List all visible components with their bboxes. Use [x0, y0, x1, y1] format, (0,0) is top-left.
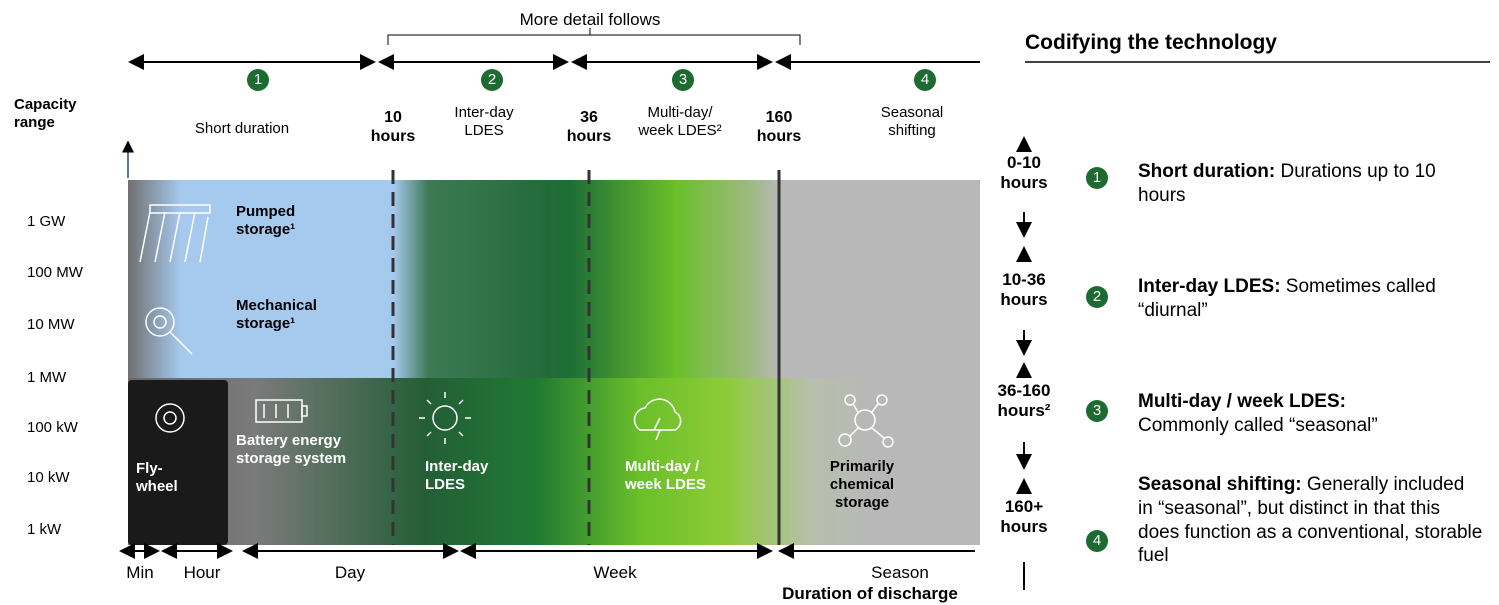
- item-number: 3: [1086, 400, 1108, 422]
- item-term: Inter-day LDES:: [1138, 276, 1281, 297]
- panel-title: Codifying the technology: [1025, 31, 1277, 54]
- phase-label: Short duration: [194, 120, 290, 137]
- phase-label: Inter-day LDES: [454, 104, 514, 139]
- item-description: Sometimes called “diurnal”: [1138, 276, 1436, 321]
- range-label: 36-160 hours²: [997, 381, 1051, 421]
- capacity-level: 1 kW: [27, 521, 62, 538]
- capacity-title: Capacity range: [14, 96, 77, 131]
- item-text: Multi-day / week LDES: Commonly called “…: [1138, 390, 1483, 438]
- item-description: Commonly called “seasonal”: [1138, 414, 1378, 436]
- item-number: 1: [1086, 167, 1108, 189]
- item-text: Seasonal shifting: Generally included in…: [1138, 473, 1483, 568]
- bracket: [387, 28, 801, 45]
- phase-label: Multi-day/ week LDES²: [638, 104, 722, 139]
- time-label: Season: [871, 563, 929, 582]
- capacity-level: 100 kW: [27, 419, 78, 436]
- item-term: Short duration:: [1138, 161, 1276, 182]
- tech-label: Mechanical storage¹: [236, 297, 317, 332]
- item-term: Multi-day / week LDES:: [1138, 391, 1346, 412]
- capacity-level: 1 MW: [27, 369, 67, 386]
- time-label: Min: [126, 563, 154, 582]
- tech-label: Inter-day LDES: [425, 458, 489, 493]
- item-description: Generally included in “seasonal”, but di…: [1138, 474, 1483, 567]
- phase-number: 1: [247, 69, 269, 91]
- time-label: Day: [334, 563, 366, 582]
- item-text: Short duration: Durations up to 10 hours: [1138, 160, 1483, 208]
- bracket-label: More detail follows: [519, 10, 661, 29]
- tech-label: Multi-day / week LDES: [625, 458, 706, 493]
- time-label: Week: [593, 563, 637, 582]
- boundary-label: 10 hours: [370, 109, 416, 146]
- phase-number: 3: [672, 69, 694, 91]
- boundary-label: 160 hours: [756, 109, 802, 146]
- capacity-level: 10 kW: [27, 469, 70, 486]
- axis-title: Duration of discharge: [782, 584, 958, 603]
- lower-band: [128, 378, 980, 545]
- boundary-label: 36 hours: [566, 109, 612, 146]
- item-number: 4: [1086, 530, 1108, 552]
- item-description: Durations up to 10 hours: [1138, 161, 1436, 206]
- item-number: 2: [1086, 286, 1108, 308]
- upper-band: [128, 180, 570, 378]
- time-label: Hour: [183, 563, 221, 582]
- capacity-level: 1 GW: [27, 213, 66, 230]
- phase-label: Seasonal shifting: [880, 104, 944, 139]
- capacity-level: 100 MW: [27, 264, 83, 281]
- tech-label: Fly- wheel: [136, 460, 178, 495]
- phase-number: 2: [481, 69, 503, 91]
- upper-band-right: [570, 180, 780, 378]
- phase-number: 4: [914, 69, 936, 91]
- icons: [139, 204, 894, 448]
- range-label: 160+ hours: [1000, 497, 1048, 537]
- tech-label: Battery energy storage system: [236, 432, 347, 467]
- item-text: Inter-day LDES: Sometimes called “diurna…: [1138, 275, 1483, 323]
- capacity-level: 10 MW: [27, 316, 75, 333]
- range-label: 0-10 hours: [1000, 153, 1048, 193]
- tech-label: Primarily chemical storage: [829, 458, 895, 511]
- flywheel-box: [128, 380, 228, 545]
- item-term: Seasonal shifting:: [1138, 474, 1302, 495]
- range-label: 10-36 hours: [1000, 270, 1048, 310]
- tech-label: Pumped storage¹: [236, 203, 296, 238]
